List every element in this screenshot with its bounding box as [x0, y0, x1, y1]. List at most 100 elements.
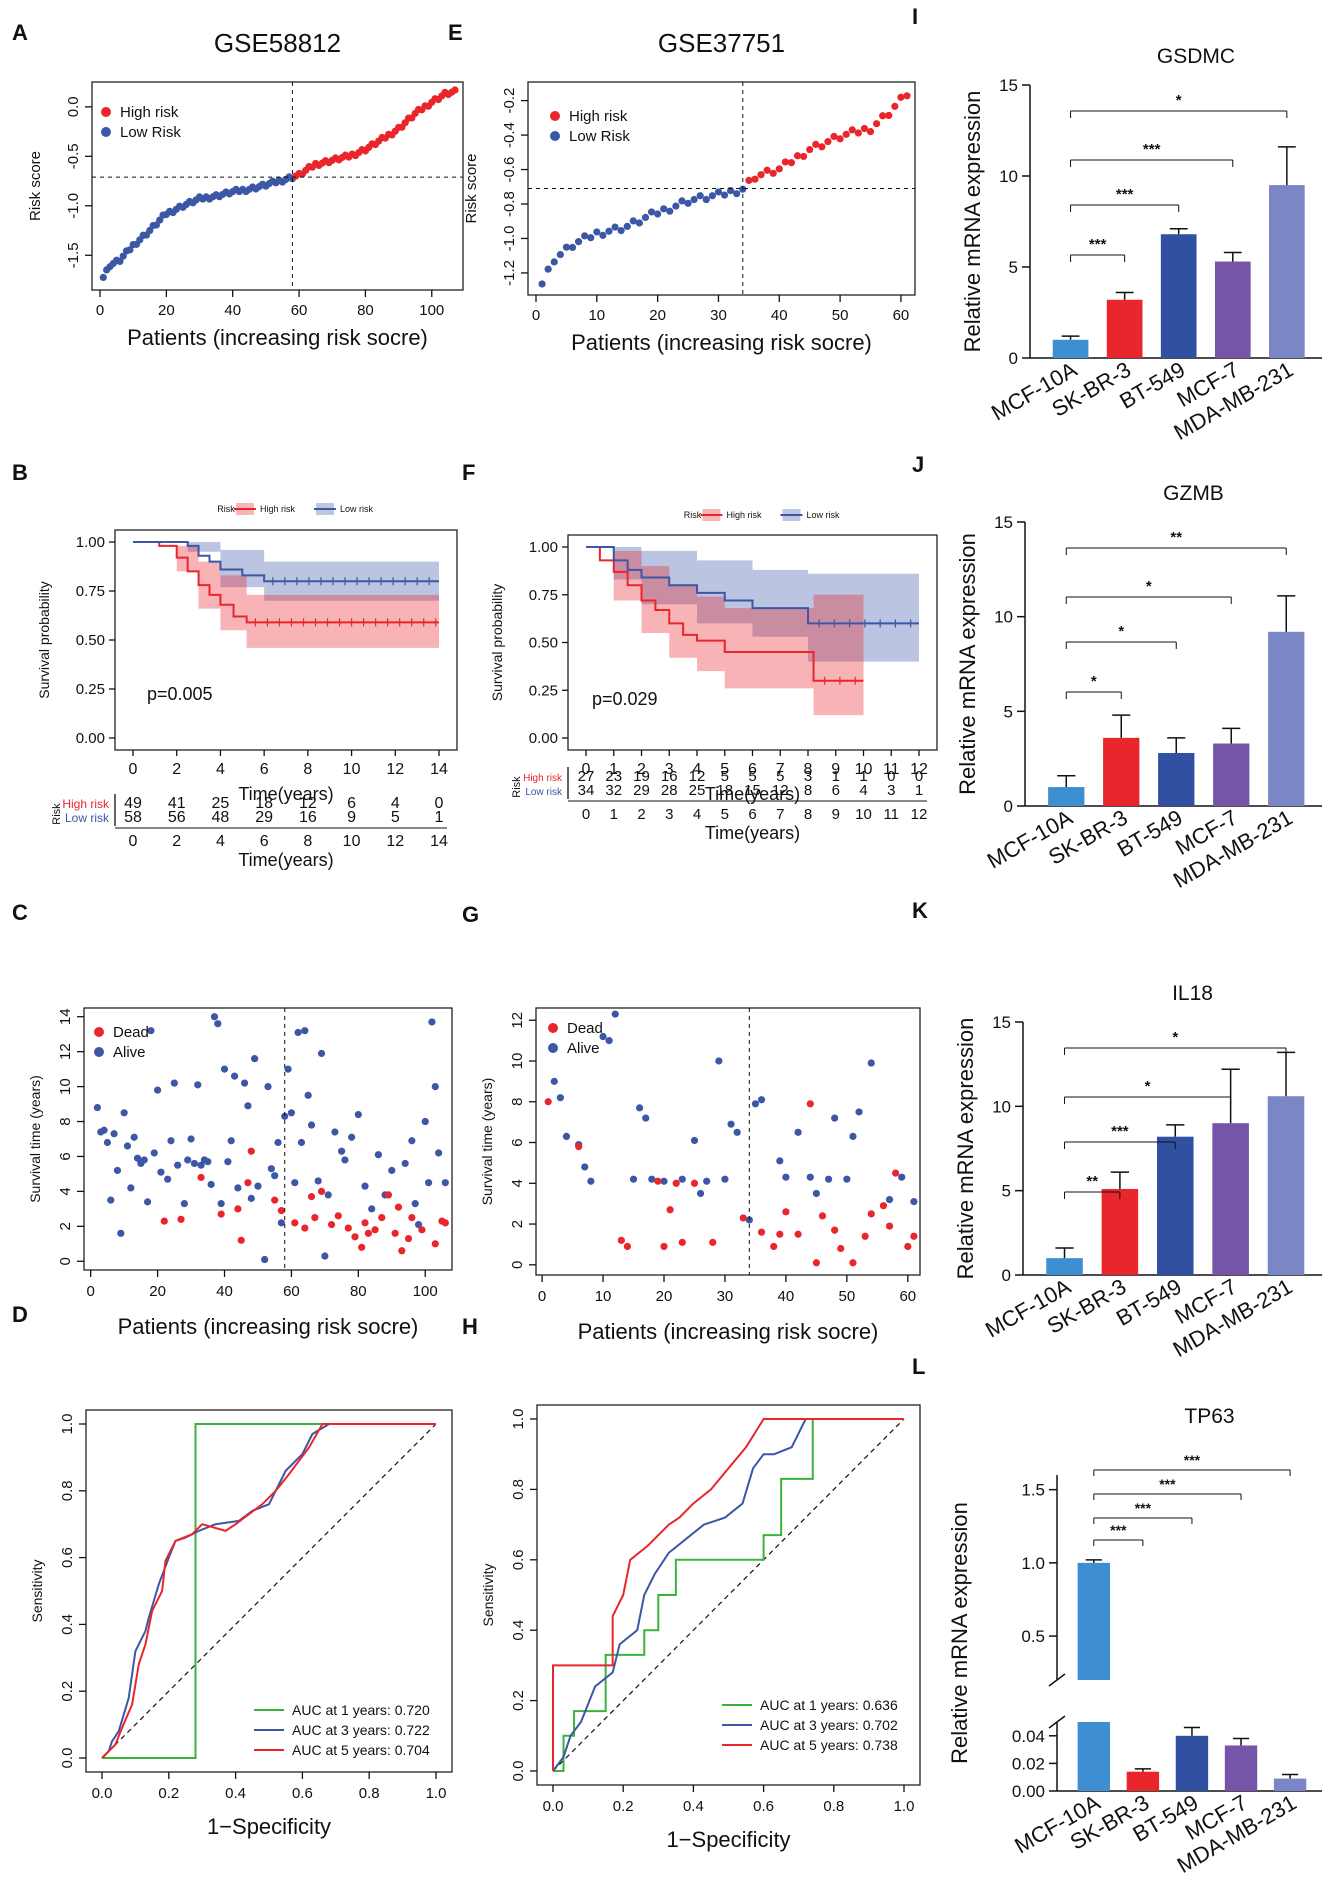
bar-SK-BR-3 — [1103, 737, 1140, 806]
x-tick-label: 3 — [665, 761, 674, 778]
y-tick-label: 0.4 — [510, 1620, 527, 1641]
alive-point — [214, 1020, 222, 1028]
dead-point — [334, 1212, 342, 1220]
x-tick-label: 0.6 — [292, 1785, 313, 1802]
legend-marker-alive — [548, 1043, 558, 1053]
risk-table-time-label: 12 — [911, 806, 928, 823]
significance-label: *** — [1089, 236, 1107, 253]
plot-frame — [91, 81, 464, 291]
risk-table-value: 4 — [391, 795, 400, 812]
high-risk-point — [806, 145, 814, 154]
x-tick-label: 0.6 — [753, 1798, 774, 1815]
alive-point — [885, 1195, 894, 1204]
significance-label: *** — [1135, 1500, 1152, 1516]
risk-table-value: 16 — [661, 768, 678, 785]
y-tick-label: -1.2 — [501, 260, 518, 286]
x-axis-label: Patients (increasing risk socre) — [578, 1319, 879, 1344]
alive-point — [93, 1103, 101, 1112]
alive-point — [187, 1135, 195, 1143]
risk-table-time-label: 2 — [637, 806, 645, 823]
alive-point — [157, 1168, 165, 1176]
y-tick-label: 0.8 — [510, 1479, 527, 1500]
x-tick-label: 100 — [419, 302, 444, 319]
risk-table-value: 58 — [124, 809, 142, 826]
risk-table-value: 6 — [347, 795, 356, 812]
risk-table-value: 1 — [859, 768, 867, 785]
low-risk-point — [116, 257, 124, 265]
p-value-label: p=0.005 — [147, 684, 213, 704]
low-risk-point — [119, 252, 127, 260]
plot-frame — [535, 1007, 921, 1276]
survival-curve-low — [133, 541, 439, 583]
alive-point — [898, 1173, 906, 1181]
y-tick-label: 15 — [994, 513, 1013, 532]
x-tick-label: 50 — [832, 307, 849, 324]
alive-point — [103, 1138, 112, 1147]
low-risk-point — [654, 210, 662, 218]
dead-point — [327, 1220, 336, 1229]
high-risk-point — [812, 140, 820, 148]
risk-table-row-label: High risk — [523, 773, 563, 784]
alive-point — [247, 1194, 255, 1202]
x-tick-label: 40 — [771, 307, 788, 324]
y-tick-label: 10 — [57, 1078, 74, 1095]
y-tick-label: 2 — [509, 1220, 526, 1228]
alive-point — [843, 1175, 851, 1183]
legend-label-high: High risk — [727, 510, 763, 520]
dead-point — [394, 1203, 403, 1211]
x-tick-label: 30 — [717, 1288, 734, 1305]
high-risk-point — [879, 112, 887, 120]
y-axis-label: Relative mRNA expression — [953, 1018, 978, 1280]
y-tick-label: 0.2 — [510, 1690, 527, 1711]
legend-marker-low — [101, 127, 111, 137]
high-risk-point — [903, 92, 911, 100]
risk-table-time-label: 2 — [172, 833, 181, 850]
dead-point — [160, 1217, 168, 1225]
dead-point — [177, 1215, 185, 1223]
alive-point — [284, 1065, 292, 1073]
dead-point — [237, 1236, 245, 1244]
alive-point — [751, 1100, 760, 1108]
alive-point — [562, 1132, 571, 1141]
alive-point — [174, 1161, 182, 1169]
legend-label-high: High risk — [120, 104, 179, 121]
significance-label: ** — [1086, 1173, 1098, 1190]
high-risk-point — [751, 175, 759, 183]
alive-point — [197, 1161, 205, 1169]
dead-point — [311, 1214, 319, 1222]
risk-table-time-label: 4 — [216, 833, 225, 850]
y-tick-label: -0.4 — [501, 122, 518, 148]
x-tick-label: 10 — [343, 761, 361, 778]
low-risk-point — [605, 227, 613, 235]
y-tick-label: 14 — [57, 1008, 74, 1025]
alive-point — [274, 1138, 282, 1147]
alive-point — [113, 1166, 122, 1175]
alive-point — [910, 1198, 918, 1206]
x-tick-label: 0 — [538, 1288, 546, 1305]
legend-label-low: Low Risk — [569, 128, 630, 145]
x-tick-label: 20 — [149, 1283, 166, 1300]
alive-point — [194, 1081, 202, 1089]
legend-title: Risk — [684, 510, 702, 520]
risk-table-xlabel: Time(years) — [238, 850, 333, 870]
alive-point — [388, 1166, 396, 1175]
risk-table-value: 6 — [832, 782, 840, 799]
alive-point — [361, 1182, 369, 1190]
x-tick-label: 40 — [778, 1288, 795, 1305]
significance-label: *** — [1116, 186, 1134, 203]
y-tick-label: 0.25 — [529, 682, 558, 699]
risk-table-time-label: 9 — [832, 806, 840, 823]
dead-point — [660, 1242, 668, 1251]
alive-point — [324, 1191, 332, 1199]
x-tick-label: 14 — [430, 761, 448, 778]
low-risk-point — [550, 258, 558, 266]
alive-point — [267, 1165, 275, 1173]
low-risk-point — [593, 228, 601, 236]
x-tick-label: 20 — [649, 307, 666, 324]
alive-point — [120, 1109, 128, 1117]
y-tick-label: 12 — [509, 1012, 526, 1029]
alive-point — [824, 1175, 833, 1183]
y-tick-label: 0.0 — [59, 1748, 76, 1769]
y-axis-label: Survival time (years) — [479, 1078, 495, 1206]
